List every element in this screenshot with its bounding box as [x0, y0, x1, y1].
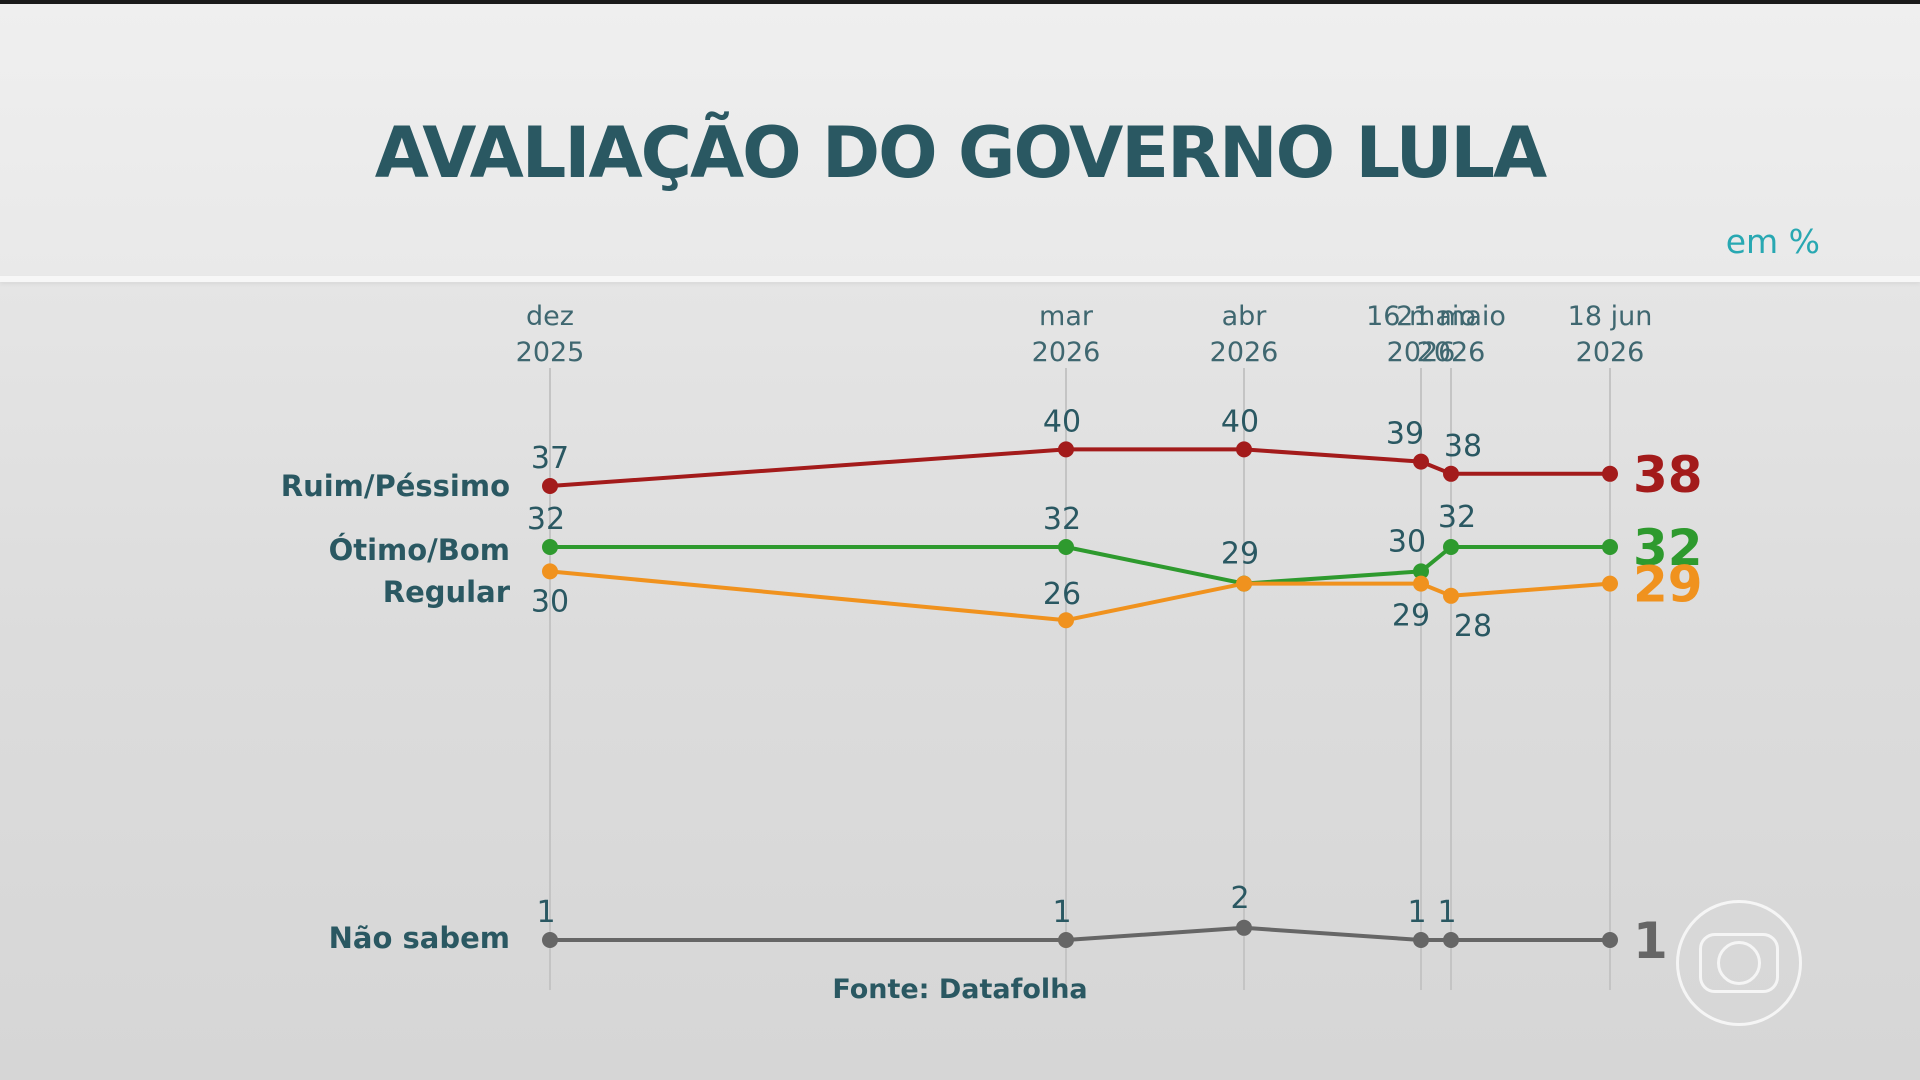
data-label-3-3: 1	[1407, 895, 1426, 930]
data-label-3-1: 1	[1052, 895, 1071, 930]
series-name-3: Não sabem	[329, 921, 510, 955]
data-label-2-0: 30	[531, 584, 569, 619]
data-point-2-5	[1602, 575, 1618, 592]
data-label-3-4: 1	[1437, 895, 1456, 930]
data-label-0-3: 39	[1386, 417, 1424, 452]
series-line-1	[550, 545, 1610, 586]
data-label-2-3: 29	[1392, 599, 1430, 634]
data-point-0-2	[1236, 441, 1252, 458]
series-name-1: Ótimo/Bom	[329, 533, 510, 567]
data-label-1-4: 32	[1438, 500, 1476, 535]
data-label-1-3: 30	[1388, 524, 1426, 559]
series-name-0: Ruim/Péssimo	[281, 469, 510, 503]
data-point-3-1	[1058, 932, 1074, 948]
title-divider	[0, 276, 1920, 282]
data-point-1-1	[1058, 539, 1074, 555]
data-point-0-5	[1602, 465, 1618, 482]
date-label-3: 16 maio	[1366, 301, 1476, 332]
date-label-0: dez	[526, 301, 574, 332]
source-label: Fonte: Datafolha	[832, 974, 1088, 1005]
data-point-2-4	[1443, 587, 1459, 604]
end-value-1: 32	[1633, 519, 1703, 577]
date-year-0: 2025	[516, 337, 585, 368]
data-label-3-2: 2	[1230, 881, 1249, 916]
data-label-2-1: 26	[1043, 577, 1081, 612]
date-year-4: 2026	[1417, 337, 1486, 368]
data-label-0-1: 40	[1043, 404, 1081, 439]
logo-screen-shape	[1699, 933, 1779, 993]
date-year-2: 2026	[1210, 337, 1279, 368]
end-value-0: 38	[1633, 446, 1703, 504]
date-label-2: abr	[1222, 301, 1268, 332]
date-year-5: 2026	[1576, 337, 1645, 368]
data-point-0-1	[1058, 441, 1074, 458]
top-border	[0, 0, 1920, 4]
series-name-2: Regular	[383, 575, 511, 609]
chart-title: AVALIAÇÃO DO GOVERNO LULA	[374, 112, 1547, 194]
date-label-4: 21 maio	[1396, 301, 1506, 332]
data-point-3-0	[542, 932, 558, 948]
data-label-0-0: 37	[531, 441, 569, 476]
data-point-3-4	[1443, 932, 1459, 948]
globo-logo-icon	[1676, 900, 1802, 1026]
title-band	[0, 4, 1920, 276]
series-line-2	[549, 569, 1611, 623]
data-point-2-3	[1413, 575, 1429, 592]
logo-circle-shape	[1717, 941, 1761, 985]
data-point-1-5	[1602, 539, 1618, 555]
data-label-3-0: 1	[536, 895, 555, 930]
series-line-0	[549, 447, 1610, 488]
series-line-3	[550, 925, 1610, 942]
data-label-0-2: 40	[1221, 404, 1259, 439]
data-label-0-4: 38	[1444, 429, 1482, 464]
data-label-1-1: 32	[1043, 502, 1081, 537]
date-label-1: mar	[1039, 301, 1094, 332]
data-point-2-1	[1058, 612, 1074, 629]
date-year-3: 2026	[1387, 337, 1456, 368]
data-point-3-3	[1413, 932, 1429, 948]
data-point-0-0	[542, 478, 558, 494]
data-label-1-0: 32	[527, 502, 565, 537]
data-point-1-0	[542, 539, 558, 555]
data-point-2-2	[1236, 575, 1252, 592]
date-year-1: 2026	[1032, 337, 1101, 368]
data-point-0-3	[1413, 453, 1429, 470]
unit-label: em %	[1725, 222, 1820, 261]
end-value-2: 29	[1633, 556, 1703, 614]
data-label-1-2: 29	[1221, 537, 1259, 572]
date-label-5: 18 jun	[1568, 301, 1653, 332]
end-value-3: 1	[1633, 912, 1668, 970]
data-point-0-4	[1443, 465, 1459, 482]
data-point-1-3	[1413, 563, 1429, 580]
data-label-2-4: 28	[1454, 609, 1492, 644]
data-point-1-4	[1443, 539, 1459, 555]
data-point-3-5	[1602, 932, 1618, 948]
data-point-3-2	[1236, 919, 1252, 936]
data-point-2-0	[542, 563, 558, 580]
